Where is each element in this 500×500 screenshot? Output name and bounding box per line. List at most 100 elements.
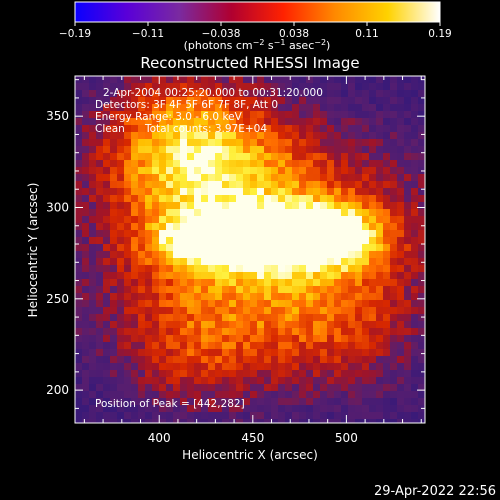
heatmap-cell [334,412,341,419]
heatmap-cell [187,272,194,279]
heatmap-cell [264,188,271,195]
heatmap-cell [82,153,89,160]
heatmap-cell [229,335,236,342]
heatmap-cell [243,363,250,370]
heatmap-cell [75,300,82,307]
heatmap-cell [404,111,411,118]
heatmap-cell [320,307,327,314]
heatmap-cell [418,293,425,300]
heatmap-cell [166,419,173,423]
heatmap-cell [264,391,271,398]
heatmap-cell [187,230,194,237]
heatmap-cell [82,356,89,363]
heatmap-cell [313,216,320,223]
heatmap-cell [313,209,320,216]
heatmap-cell [369,111,376,118]
heatmap-cell [264,244,271,251]
heatmap-cell [145,104,152,111]
heatmap-cell [348,272,355,279]
heatmap-cell [166,335,173,342]
heatmap-cell [138,188,145,195]
heatmap-cell [96,356,103,363]
heatmap-cell [103,258,110,265]
heatmap-cell [320,104,327,111]
heatmap-cell [131,118,138,125]
heatmap-cell [124,209,131,216]
heatmap-cell [124,370,131,377]
heatmap-cell [390,195,397,202]
heatmap-cell [271,265,278,272]
heatmap-cell [341,384,348,391]
heatmap-cell [306,244,313,251]
heatmap-cell [131,230,138,237]
heatmap-cell [201,314,208,321]
heatmap-cell [103,370,110,377]
heatmap-cell [355,335,362,342]
heatmap-cell [271,286,278,293]
heatmap-cell [201,181,208,188]
heatmap-cell [243,342,250,349]
heatmap-cell [201,83,208,90]
heatmap-cell [404,405,411,412]
heatmap-cell [110,293,117,300]
x-axis-label: Heliocentric X (arcsec) [182,448,318,462]
heatmap-cell [299,244,306,251]
colorbar-tick-label: 0.11 [355,28,378,40]
heatmap-cell [397,286,404,293]
heatmap-cell [145,300,152,307]
heatmap-cell [278,265,285,272]
heatmap-cell [362,293,369,300]
heatmap-cell [355,90,362,97]
heatmap-cell [250,146,257,153]
heatmap-cell [236,286,243,293]
heatmap-cell [376,300,383,307]
heatmap-cell [138,223,145,230]
heatmap-cell [313,377,320,384]
heatmap-cell [313,272,320,279]
heatmap-cell [390,307,397,314]
heatmap-cell [215,111,222,118]
heatmap-cell [313,181,320,188]
heatmap-cell [271,349,278,356]
heatmap-cell [110,174,117,181]
heatmap-cell [334,363,341,370]
heatmap-cell [285,188,292,195]
heatmap-cell [187,286,194,293]
heatmap-cell [152,160,159,167]
heatmap-cell [96,195,103,202]
heatmap-cell [411,209,418,216]
heatmap-cell [334,139,341,146]
heatmap-cell [117,146,124,153]
heatmap-cell [348,104,355,111]
heatmap-cell [278,209,285,216]
heatmap-cell [124,167,131,174]
heatmap-cell [306,293,313,300]
heatmap-cell [131,188,138,195]
heatmap-cell [334,104,341,111]
heatmap-cell [404,279,411,286]
heatmap-cell [236,370,243,377]
heatmap-cell [250,258,257,265]
heatmap-cell [292,216,299,223]
heatmap-cell [117,111,124,118]
heatmap-cell [285,97,292,104]
heatmap-cell [208,76,215,83]
heatmap-cell [313,195,320,202]
heatmap-cell [229,265,236,272]
heatmap-cell [278,286,285,293]
heatmap-cell [173,286,180,293]
heatmap-cell [278,104,285,111]
heatmap-cell [383,384,390,391]
heatmap-cell [110,146,117,153]
heatmap-cell [390,153,397,160]
heatmap-cell [397,125,404,132]
heatmap-cell [110,76,117,83]
heatmap-cell [208,111,215,118]
heatmap-cell [257,258,264,265]
heatmap-cell [110,286,117,293]
heatmap-cell [404,314,411,321]
heatmap-cell [173,370,180,377]
heatmap-cell [82,118,89,125]
heatmap-cell [278,118,285,125]
heatmap-cell [138,321,145,328]
